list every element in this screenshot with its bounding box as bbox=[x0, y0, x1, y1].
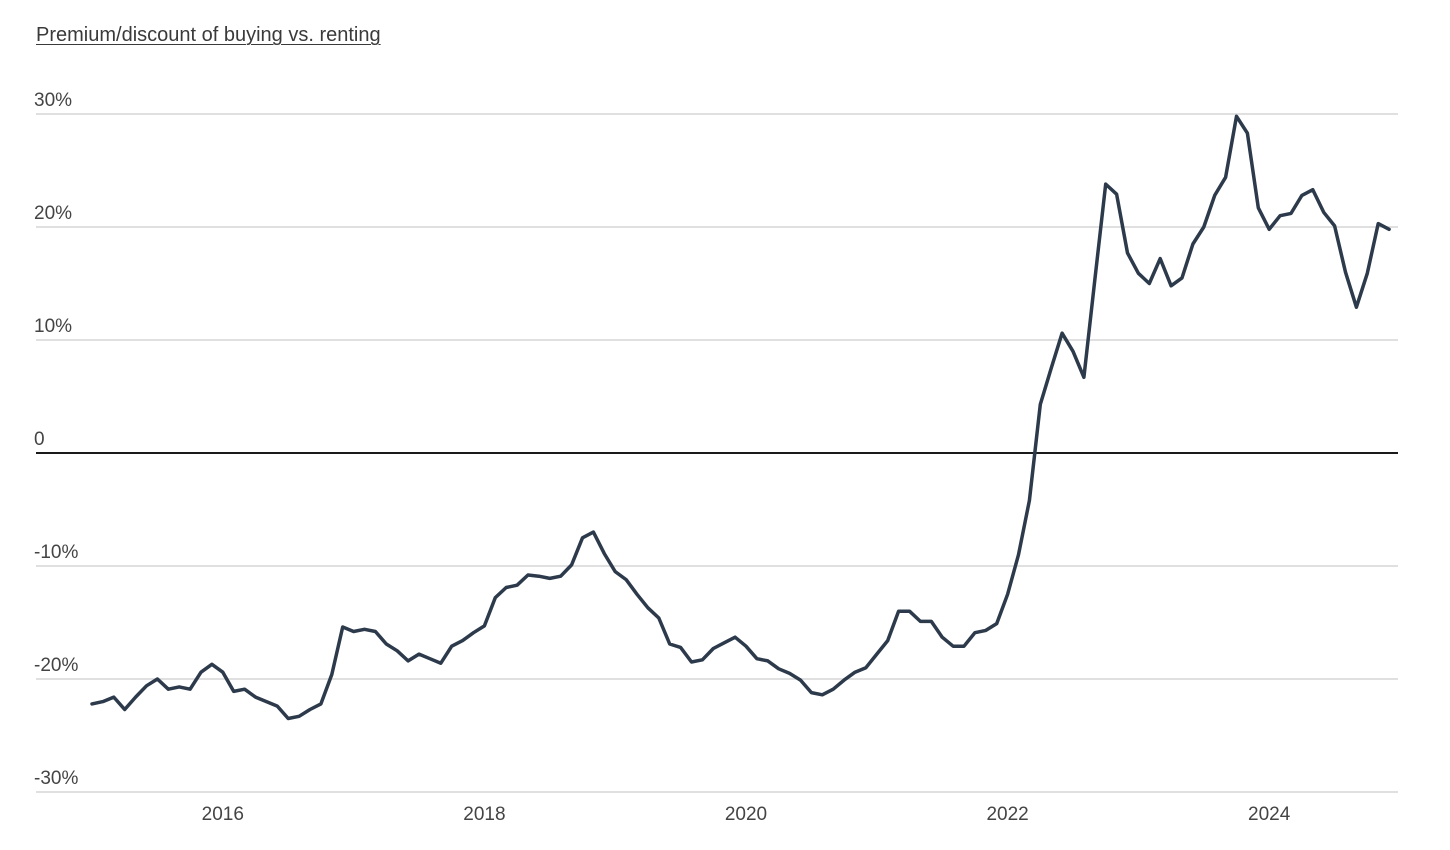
y-tick-label: 30% bbox=[34, 90, 72, 111]
y-tick-label: -10% bbox=[34, 542, 78, 563]
x-tick-label: 2024 bbox=[1248, 804, 1291, 825]
series-lines bbox=[90, 114, 1391, 721]
x-tick-label: 2022 bbox=[986, 804, 1028, 825]
y-tick-label: 20% bbox=[34, 203, 72, 224]
y-tick-label: 10% bbox=[34, 316, 72, 337]
x-tick-label: 2018 bbox=[463, 804, 505, 825]
x-tick-label: 2016 bbox=[202, 804, 244, 825]
gridlines bbox=[36, 113, 1398, 793]
y-tick-label: -30% bbox=[34, 768, 78, 789]
chart-title: Premium/discount of buying vs. renting bbox=[36, 24, 381, 46]
x-axis-ticks: 2016 2018 2020 2022 2024 bbox=[202, 804, 1291, 825]
y-axis-ticks: 30% 20% 10% 0 -10% -20% -30% bbox=[34, 90, 78, 789]
y-tick-label: -20% bbox=[34, 655, 78, 676]
y-tick-label: 0 bbox=[34, 429, 45, 450]
series-line bbox=[90, 114, 1391, 721]
x-tick-label: 2020 bbox=[725, 804, 767, 825]
